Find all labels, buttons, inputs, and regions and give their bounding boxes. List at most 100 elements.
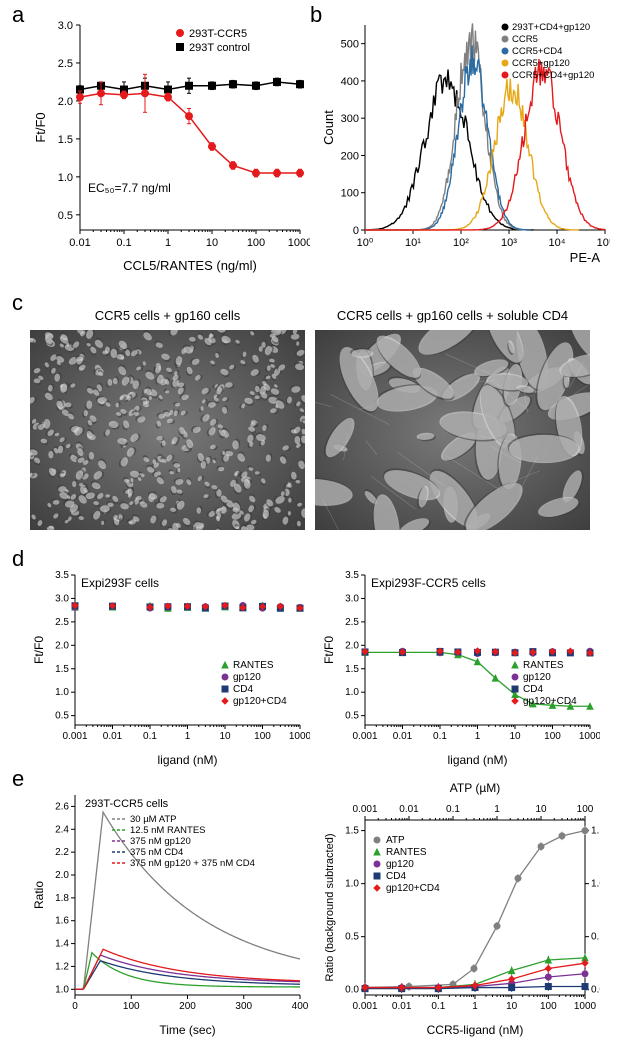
panel-label-c: c [12, 290, 23, 316]
svg-text:0.01: 0.01 [103, 731, 123, 742]
svg-text:375 nM gp120: 375 nM gp120 [130, 836, 191, 847]
svg-text:300: 300 [341, 113, 359, 125]
svg-text:0.5: 0.5 [345, 711, 359, 722]
panel-label-d: d [12, 546, 24, 572]
svg-text:1: 1 [185, 731, 191, 742]
svg-text:Count: Count [321, 110, 336, 145]
svg-text:gp120: gp120 [523, 672, 551, 683]
svg-text:2.2: 2.2 [55, 847, 69, 858]
svg-text:1000: 1000 [574, 1001, 597, 1012]
micrograph-left [30, 330, 305, 530]
svg-text:0.5: 0.5 [345, 932, 359, 943]
svg-text:100: 100 [254, 731, 271, 742]
svg-text:10: 10 [509, 731, 521, 742]
svg-text:1: 1 [472, 1001, 478, 1012]
svg-text:2.5: 2.5 [58, 58, 73, 70]
svg-text:gp120+CD4: gp120+CD4 [386, 883, 440, 894]
micrograph-caption-right: CCR5 cells + gp160 cells + soluble CD4 [315, 308, 590, 323]
svg-text:0.0: 0.0 [345, 985, 359, 996]
svg-text:1000: 1000 [579, 731, 600, 742]
chart-d-right: 0.51.01.52.02.53.03.50.0010.010.11101001… [320, 560, 600, 770]
svg-text:1.5: 1.5 [591, 826, 600, 837]
svg-text:10: 10 [206, 237, 218, 249]
svg-text:0.01: 0.01 [399, 804, 419, 815]
svg-text:3.0: 3.0 [345, 593, 359, 604]
svg-text:300: 300 [235, 1001, 252, 1012]
svg-text:2.5: 2.5 [55, 617, 69, 628]
svg-text:0.5: 0.5 [591, 932, 600, 943]
svg-text:1: 1 [494, 804, 500, 815]
panel-label-a: a [12, 2, 24, 28]
panel-e-left: 1.01.21.41.61.82.02.22.42.60100200300400… [30, 780, 310, 1040]
svg-text:3.5: 3.5 [345, 570, 359, 581]
svg-text:gp120+CD4: gp120+CD4 [523, 696, 577, 707]
svg-text:3.0: 3.0 [58, 20, 73, 32]
svg-text:293T-CCR5 cells: 293T-CCR5 cells [85, 798, 169, 810]
svg-text:CCR5-ligand (nM): CCR5-ligand (nM) [427, 1023, 524, 1037]
svg-text:400: 400 [292, 1001, 309, 1012]
svg-text:10: 10 [506, 1001, 518, 1012]
row-c: c CCR5 cells + gp160 cells CCR5 cells + … [0, 290, 622, 550]
svg-text:2.0: 2.0 [58, 96, 73, 108]
svg-text:1.5: 1.5 [345, 826, 359, 837]
svg-text:CD4: CD4 [386, 871, 406, 882]
svg-text:RANTES: RANTES [233, 660, 274, 671]
svg-text:0.1: 0.1 [431, 1001, 445, 1012]
svg-text:0: 0 [353, 225, 359, 237]
svg-text:0.1: 0.1 [116, 237, 131, 249]
svg-text:1.4: 1.4 [55, 939, 69, 950]
svg-text:1000: 1000 [288, 237, 310, 249]
svg-text:CD4: CD4 [523, 684, 543, 695]
svg-text:CCR5: CCR5 [512, 34, 538, 45]
svg-text:1.5: 1.5 [55, 664, 69, 675]
svg-text:375 nM gp120 + 375 nM CD4: 375 nM gp120 + 375 nM CD4 [130, 858, 255, 869]
svg-text:100: 100 [123, 1001, 140, 1012]
svg-text:10: 10 [535, 804, 547, 815]
svg-text:3.0: 3.0 [55, 593, 69, 604]
svg-text:ligand (nM): ligand (nM) [157, 753, 217, 767]
svg-text:2.0: 2.0 [55, 640, 69, 651]
micrograph-right [315, 330, 590, 530]
svg-text:Ratio (background subtracted): Ratio (background subtracted) [324, 834, 336, 982]
svg-text:100: 100 [577, 804, 594, 815]
svg-text:ligand (nM): ligand (nM) [447, 753, 507, 767]
micrograph-caption-left: CCR5 cells + gp160 cells [30, 308, 305, 323]
svg-text:200: 200 [341, 150, 359, 162]
svg-text:1.5: 1.5 [345, 664, 359, 675]
svg-text:100: 100 [540, 1001, 557, 1012]
svg-text:293T control: 293T control [189, 42, 250, 54]
panel-a: 0.51.01.52.02.53.00.010.11101001000Ft/F0… [30, 10, 310, 290]
chart-e-left: 1.01.21.41.61.82.02.22.42.60100200300400… [30, 780, 310, 1040]
svg-text:3.5: 3.5 [55, 570, 69, 581]
svg-text:0.001: 0.001 [352, 731, 377, 742]
svg-text:RANTES: RANTES [386, 847, 427, 858]
svg-text:0.1: 0.1 [143, 731, 157, 742]
svg-text:1.2: 1.2 [55, 961, 69, 972]
svg-text:10⁵: 10⁵ [597, 237, 610, 249]
svg-text:0.01: 0.01 [393, 731, 413, 742]
svg-text:1000: 1000 [289, 731, 310, 742]
svg-text:2.5: 2.5 [345, 617, 359, 628]
svg-text:ATP (µM): ATP (µM) [450, 781, 500, 795]
svg-text:CD4: CD4 [233, 684, 253, 695]
svg-text:0.01: 0.01 [392, 1001, 412, 1012]
row-ab: a b 0.51.01.52.02.53.00.010.11101001000F… [0, 0, 622, 290]
svg-text:CCL5/RANTES (ng/ml): CCL5/RANTES (ng/ml) [123, 258, 257, 273]
svg-text:2.0: 2.0 [345, 640, 359, 651]
svg-text:293T-CCR5: 293T-CCR5 [189, 28, 247, 40]
svg-text:1.0: 1.0 [58, 172, 73, 184]
svg-text:Time (sec): Time (sec) [159, 1023, 215, 1037]
micrograph-right-img [315, 330, 590, 530]
svg-text:200: 200 [179, 1001, 196, 1012]
svg-text:10⁴: 10⁴ [549, 237, 566, 249]
svg-text:10: 10 [219, 731, 231, 742]
svg-text:Ft/F0: Ft/F0 [322, 636, 336, 664]
panel-e-right: 0.00.00.50.51.01.01.51.50.0010.010.11101… [320, 780, 600, 1040]
svg-text:Expi293F cells: Expi293F cells [81, 576, 159, 590]
svg-text:1.0: 1.0 [55, 687, 69, 698]
svg-text:10³: 10³ [501, 237, 517, 249]
svg-text:100: 100 [544, 731, 561, 742]
svg-text:0.5: 0.5 [55, 711, 69, 722]
svg-text:0.001: 0.001 [352, 804, 377, 815]
svg-text:1.5: 1.5 [58, 134, 73, 146]
